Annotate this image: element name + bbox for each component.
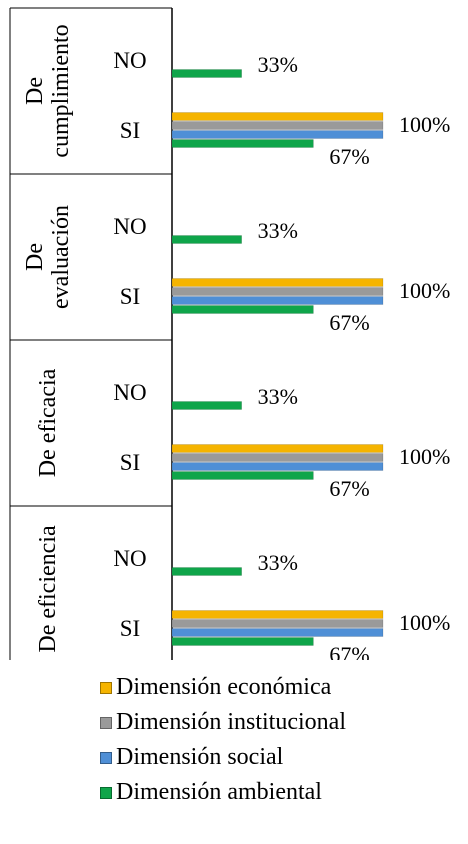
legend-label: Dimensión económica xyxy=(116,674,332,700)
data-label: 100% xyxy=(399,444,450,469)
category-label-no: NO xyxy=(113,380,146,405)
category-label-si: SI xyxy=(120,118,140,143)
bar-dimension-ambiental-si xyxy=(171,471,314,480)
bar-dimension-institucional-si xyxy=(171,287,384,296)
group-label-de-evaluacion: Deevaluación xyxy=(22,205,74,309)
legend: Dimensión económica Dimensión institucio… xyxy=(100,670,346,810)
category-label-no: NO xyxy=(113,48,146,73)
legend-item-ambiental: Dimensión ambiental xyxy=(100,775,346,810)
data-label: 100% xyxy=(399,112,450,137)
legend-item-institucional: Dimensión institucional xyxy=(100,705,346,740)
data-label: 33% xyxy=(258,550,298,575)
bar-dimension-ambiental-si xyxy=(171,637,314,646)
bar-dimension-economica-si xyxy=(171,112,384,121)
bar-dimension-economica-si xyxy=(171,278,384,287)
category-label-si: SI xyxy=(120,284,140,309)
bar-dimension-social-si xyxy=(171,130,384,139)
group-label-line: cumplimiento xyxy=(48,24,74,157)
data-label: 67% xyxy=(329,310,369,335)
group-label-de-cumplimiento: Decumplimiento xyxy=(22,24,74,157)
bar-dimension-institucional-si xyxy=(171,453,384,462)
bar-dimension-ambiental-si xyxy=(171,305,314,314)
category-label-no: NO xyxy=(113,546,146,571)
legend-swatch-ambiental xyxy=(100,786,112,799)
category-label-si: SI xyxy=(120,616,140,641)
group-label-line: De xyxy=(22,77,48,105)
bar-dimension-ambiental-no xyxy=(171,235,242,244)
bar-dimension-institucional-si xyxy=(171,121,384,130)
bar-dimension-social-si xyxy=(171,296,384,305)
legend-label: Dimensión institucional xyxy=(116,709,346,735)
bar-dimension-social-si xyxy=(171,628,384,637)
group-label-line: De eficiencia xyxy=(35,525,61,653)
data-label: 33% xyxy=(258,384,298,409)
legend-item-social: Dimensión social xyxy=(100,740,346,775)
data-label: 100% xyxy=(399,278,450,303)
data-label: 67% xyxy=(329,476,369,501)
data-label: 67% xyxy=(329,144,369,169)
data-label: 100% xyxy=(399,610,450,635)
legend-item-economica: Dimensión económica xyxy=(100,670,346,705)
bar-dimension-institucional-si xyxy=(171,619,384,628)
bar-dimension-ambiental-no xyxy=(171,567,242,576)
bar-dimension-ambiental-si xyxy=(171,139,314,148)
group-label-de-eficacia: De eficacia xyxy=(35,368,61,477)
category-label-si: SI xyxy=(120,450,140,475)
legend-swatch-social xyxy=(100,751,112,764)
bar-dimension-economica-si xyxy=(171,610,384,619)
data-label: 33% xyxy=(258,52,298,77)
group-label-line: De xyxy=(22,243,48,271)
group-label-line: evaluación xyxy=(48,205,74,309)
bar-dimension-ambiental-no xyxy=(171,401,242,410)
legend-swatch-economica xyxy=(100,681,112,694)
bar-dimension-economica-si xyxy=(171,444,384,453)
group-label-de-eficiencia: De eficiencia xyxy=(35,525,61,653)
category-label-no: NO xyxy=(113,214,146,239)
legend-label: Dimensión social xyxy=(116,744,284,770)
data-label: 33% xyxy=(258,218,298,243)
bar-dimension-social-si xyxy=(171,462,384,471)
legend-swatch-institucional xyxy=(100,716,112,729)
data-label: 67% xyxy=(329,642,369,660)
group-label-line: De eficacia xyxy=(35,368,61,477)
legend-label: Dimensión ambiental xyxy=(116,779,322,805)
bar-dimension-ambiental-no xyxy=(171,69,242,78)
